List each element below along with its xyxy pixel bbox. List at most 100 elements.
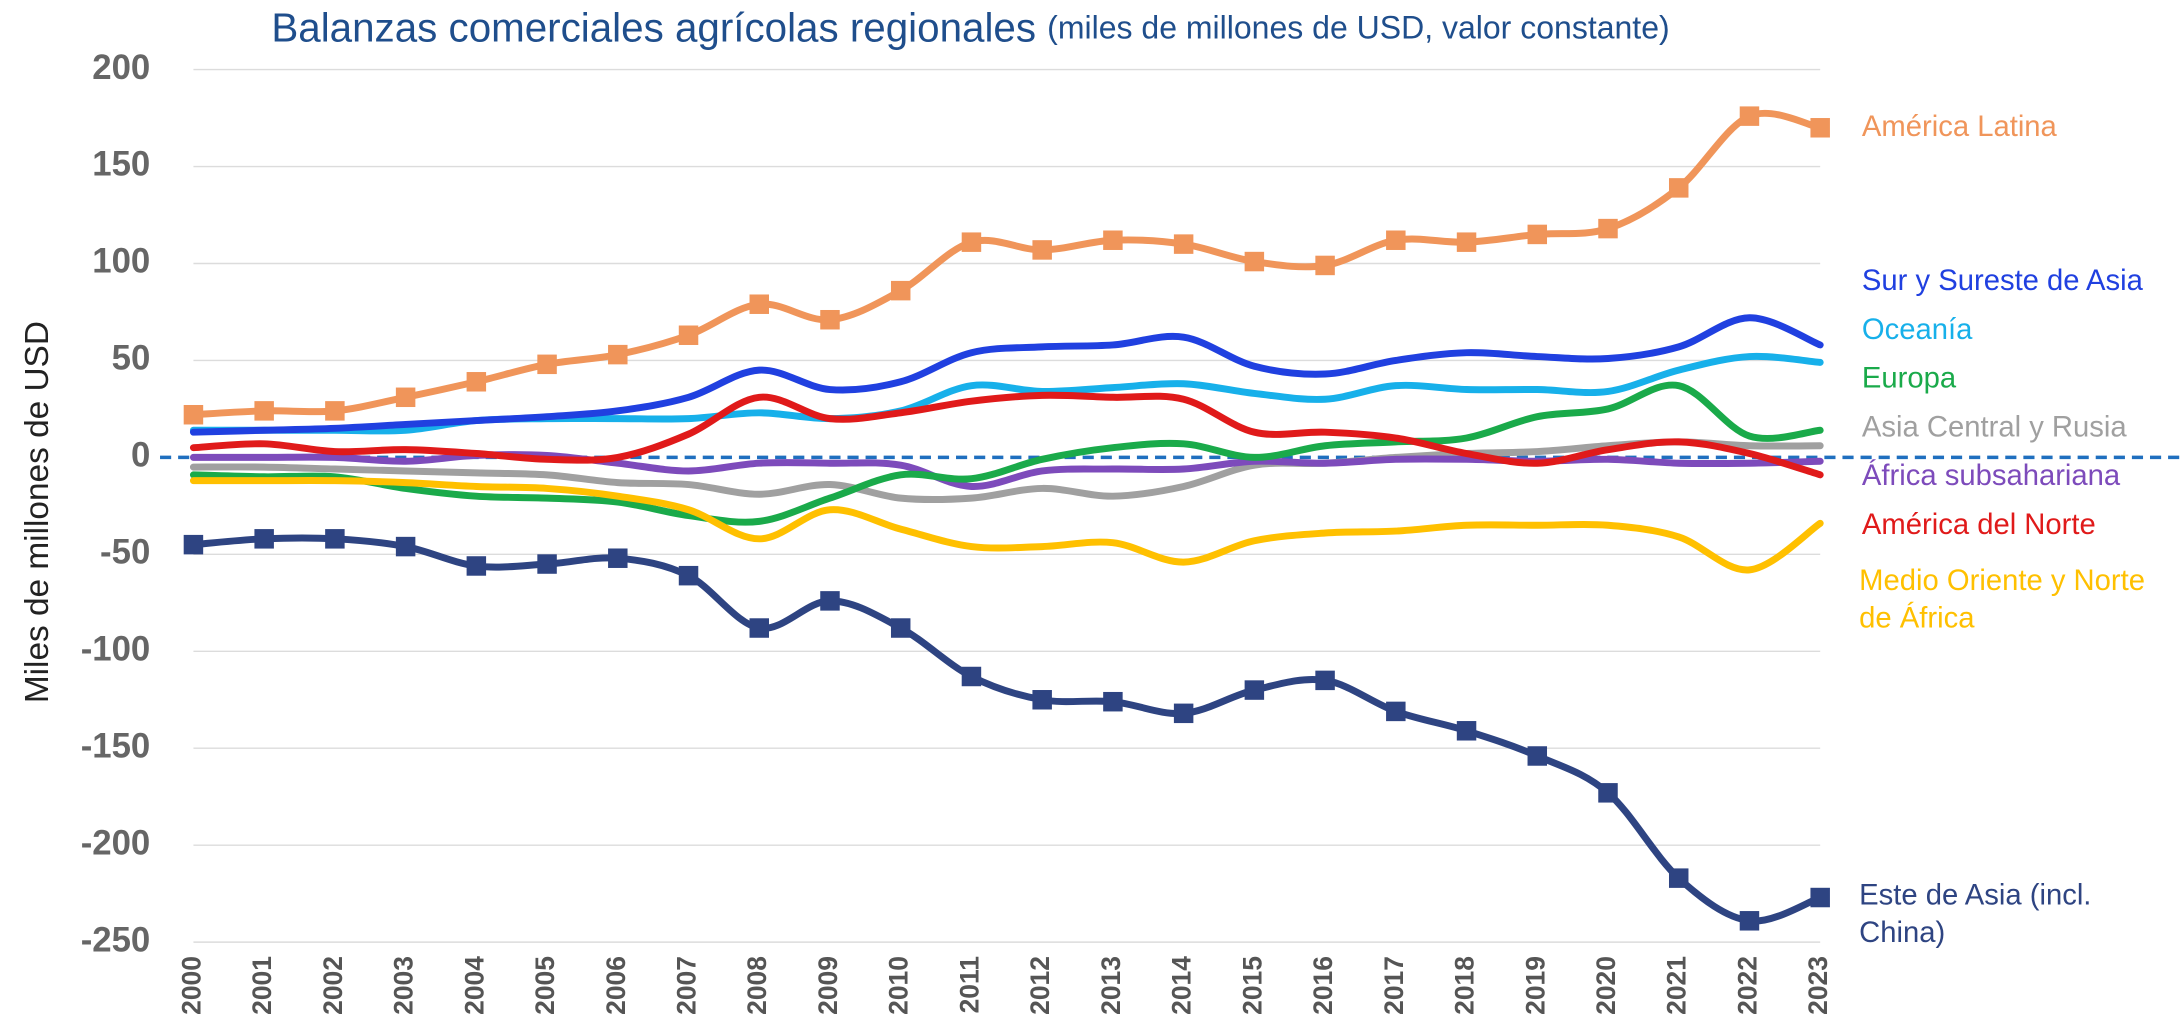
x-tick-label: 2000: [176, 956, 206, 1015]
x-tick-label: 2007: [672, 956, 702, 1015]
series-marker: [1315, 670, 1335, 691]
series-marker: [1527, 746, 1548, 766]
series-marker: [466, 372, 487, 392]
series-marker: [1668, 868, 1689, 888]
series-marker: [395, 536, 416, 557]
series-marker: [890, 280, 911, 301]
series-marker: [1527, 224, 1548, 245]
legend-label: América Latina: [1862, 111, 2058, 143]
series-line: [189, 391, 1824, 479]
legend-label-box: Medio Oriente y Norte de África: [1859, 565, 2146, 635]
x-tick-label: 2003: [389, 956, 419, 1015]
series-marker: [466, 556, 487, 576]
series-line: [189, 314, 1824, 436]
series-marker: [1103, 691, 1123, 712]
series-marker: [1810, 118, 1830, 138]
series-marker: [325, 401, 345, 421]
series-marker: [1173, 703, 1194, 724]
series-marker: [1668, 178, 1689, 198]
x-tick-label: 2009: [813, 956, 843, 1015]
series-marker: [537, 554, 557, 574]
series-marker: [395, 387, 416, 408]
series-marker: [961, 232, 982, 252]
x-tick-label: 2002: [318, 956, 348, 1015]
y-tick-label: -200: [81, 824, 151, 862]
series-marker: [325, 529, 345, 549]
series-marker: [183, 534, 204, 555]
x-tick-label: 2021: [1662, 956, 1692, 1015]
series-marker: [1598, 783, 1618, 803]
series-marker: [1386, 701, 1406, 722]
series-marker: [678, 325, 699, 345]
x-tick-label: 2016: [1308, 956, 1338, 1015]
series-marker: [749, 294, 770, 314]
series-marker: [254, 401, 274, 421]
series-marker: [961, 666, 982, 687]
x-tick-label: 2005: [530, 956, 560, 1015]
x-tick-label: 2023: [1803, 956, 1833, 1015]
series-marker: [254, 529, 274, 549]
series-marker: [678, 565, 699, 586]
x-tick-label: 2017: [1379, 956, 1409, 1015]
legend-label: Europa: [1862, 363, 1957, 395]
x-tick-label: 2004: [459, 956, 489, 1015]
series-marker: [820, 309, 840, 330]
y-tick-label: 50: [112, 340, 151, 378]
x-tick-label: 2018: [1450, 956, 1480, 1015]
series-marker: [1739, 911, 1760, 931]
legend-label: América del Norte: [1862, 509, 2096, 541]
series-marker: [183, 404, 204, 425]
series-marker: [1386, 230, 1406, 250]
series-marker: [608, 548, 628, 568]
series-line: [189, 438, 1824, 504]
y-tick-label: 0: [131, 437, 150, 475]
y-tick-label: 200: [92, 49, 150, 87]
series-marker: [1456, 232, 1477, 252]
x-tick-label: 2020: [1591, 956, 1621, 1015]
series-marker: [1456, 721, 1477, 741]
series-marker: [608, 344, 628, 365]
x-tick-label: 2012: [1025, 956, 1055, 1015]
y-tick-label: -150: [81, 727, 151, 765]
chart-title: Balanzas comerciales agrícolas regionale…: [271, 4, 1036, 50]
series-marker: [890, 618, 911, 638]
y-tick-label: 150: [92, 146, 150, 184]
series-line: [189, 534, 1824, 925]
series-marker: [749, 618, 770, 638]
chart-title-group: Balanzas comerciales agrícolas regionale…: [271, 4, 1669, 50]
x-tick-label: 2010: [884, 956, 914, 1015]
series-marker: [1244, 680, 1265, 700]
x-tick-label: 2015: [1237, 956, 1267, 1015]
y-tick-label: 100: [92, 243, 150, 281]
series-marker: [1032, 240, 1052, 260]
y-tick-label: -50: [100, 534, 150, 572]
series-marker: [1598, 218, 1618, 239]
x-tick-label: 2006: [601, 956, 631, 1015]
x-tick-label: 2011: [954, 956, 984, 1013]
y-tick-label: -100: [81, 630, 151, 668]
legend-label: Sur y Sureste de Asia: [1862, 265, 2144, 297]
x-tick-label: 2019: [1520, 956, 1550, 1015]
series-marker: [537, 354, 557, 375]
series-line: [189, 381, 1824, 526]
x-tick-label: 2008: [742, 956, 772, 1015]
series-marker: [1244, 251, 1265, 272]
x-tick-label: 2014: [1167, 956, 1197, 1015]
series-marker: [820, 591, 840, 611]
x-tick-label: 2022: [1732, 956, 1762, 1015]
series-marker: [1173, 234, 1194, 254]
series-marker: [1315, 255, 1335, 276]
y-tick-label: -250: [81, 921, 151, 959]
series-marker: [1810, 887, 1830, 908]
x-tick-label: 2013: [1096, 956, 1126, 1015]
series-marker: [1103, 230, 1123, 250]
chart-subtitle: (miles de millones de USD, valor constan…: [1047, 10, 1669, 46]
series-marker: [1739, 106, 1760, 126]
legend-label-box: Este de Asia (incl. China): [1859, 879, 2092, 950]
legend-label: Asia Central y Rusia: [1862, 411, 2127, 443]
legend-label: Este de Asia (incl. China): [1859, 879, 2092, 950]
legend-label: Medio Oriente y Norte de África: [1859, 565, 2146, 635]
legend-label: África subsahariana: [1862, 459, 2121, 492]
x-tick-label: 2001: [247, 956, 277, 1015]
